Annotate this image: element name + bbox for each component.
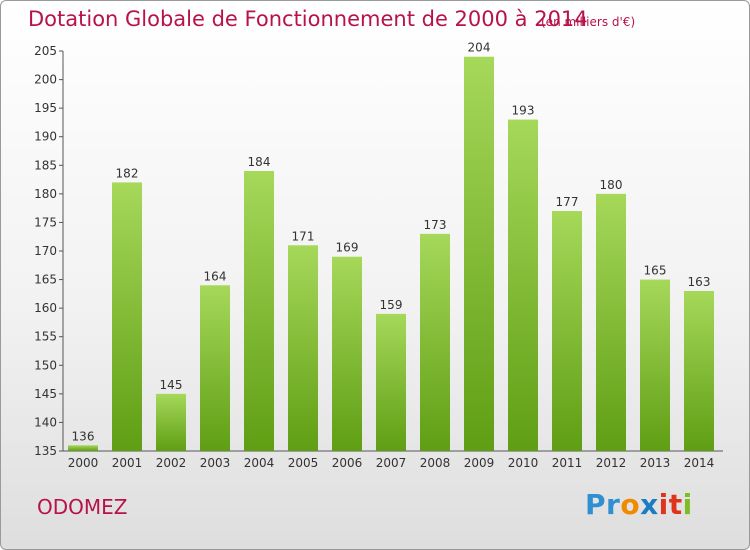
x-tick-label: 2007 — [376, 456, 407, 470]
bar-2013 — [640, 279, 670, 451]
value-label: 193 — [512, 104, 535, 118]
x-tick-label: 2010 — [508, 456, 539, 470]
bar-2000 — [68, 445, 98, 451]
bar-2001 — [112, 182, 142, 451]
commune-name: ODOMEZ — [37, 495, 128, 519]
value-label: 184 — [248, 155, 271, 169]
value-label: 180 — [600, 178, 623, 192]
y-tick-label: 205 — [34, 44, 57, 58]
y-tick-label: 145 — [34, 387, 57, 401]
value-label: 173 — [424, 218, 447, 232]
x-tick-label: 2014 — [684, 456, 715, 470]
value-label: 145 — [160, 378, 183, 392]
y-tick-label: 140 — [34, 415, 57, 429]
bar-2007 — [376, 313, 406, 451]
value-labels: 2000 136 2001 182 2002 145 2003 164 2004 184 2005 1… — [68, 41, 715, 470]
chart-unit: (en milliers d'€) — [541, 15, 636, 29]
value-label: 204 — [468, 41, 491, 55]
x-tick-label: 2008 — [420, 456, 451, 470]
y-tick-label: 200 — [34, 73, 57, 87]
value-label: 182 — [116, 166, 139, 180]
bar-2004 — [244, 171, 274, 451]
x-tick-label: 2005 — [288, 456, 319, 470]
y-tick-label: 175 — [34, 215, 57, 229]
value-label: 165 — [644, 264, 667, 278]
bars — [68, 56, 714, 452]
x-tick-label: 2001 — [112, 456, 143, 470]
x-tick-label: 2006 — [332, 456, 363, 470]
bar-2009 — [464, 56, 494, 451]
y-tick-label: 160 — [34, 301, 57, 315]
value-label: 164 — [204, 269, 227, 283]
value-label: 136 — [72, 429, 95, 443]
bar-2010 — [508, 119, 538, 452]
y-tick-label: 195 — [34, 101, 57, 115]
x-tick-label: 2000 — [68, 456, 99, 470]
x-tick-label: 2004 — [244, 456, 275, 470]
x-tick-label: 2003 — [200, 456, 231, 470]
bar-2008 — [420, 233, 450, 451]
y-tick-label: 170 — [34, 244, 57, 258]
chart-title: Dotation Globale de Fonctionnement de 20… — [28, 7, 588, 31]
x-tick-label: 2013 — [640, 456, 671, 470]
y-tick-label: 165 — [34, 273, 57, 287]
y-tick-label: 180 — [34, 187, 57, 201]
bar-2006 — [332, 256, 362, 451]
bar-2003 — [200, 285, 230, 451]
x-tick-label: 2009 — [464, 456, 495, 470]
value-label: 159 — [380, 298, 403, 312]
value-label: 169 — [336, 241, 359, 255]
x-tick-label: 2011 — [552, 456, 583, 470]
proxiti-logo: Proxiti — [585, 488, 693, 521]
axes: 135 140 145 150 155 160 165 170 175 180 185 190 195 2… — [34, 44, 723, 458]
logo-part: it — [658, 488, 683, 521]
y-tick-label: 190 — [34, 130, 57, 144]
bar-2012 — [596, 193, 626, 451]
value-label: 171 — [292, 229, 315, 243]
y-tick-label: 150 — [34, 358, 57, 372]
value-label: 163 — [688, 275, 711, 289]
bar-2011 — [552, 211, 582, 451]
y-tick-label: 155 — [34, 330, 57, 344]
bar-2005 — [288, 245, 318, 451]
bar-2014 — [684, 291, 714, 451]
logo-part: x — [640, 488, 659, 521]
y-tick-label: 135 — [34, 444, 57, 458]
x-tick-label: 2002 — [156, 456, 187, 470]
bar-2002 — [156, 393, 186, 451]
logo-part: Pr — [585, 488, 621, 521]
x-tick-label: 2012 — [596, 456, 627, 470]
value-label: 177 — [556, 195, 579, 209]
y-tick-label: 185 — [34, 158, 57, 172]
logo-part: i — [682, 488, 693, 521]
logo-part: o — [620, 488, 641, 521]
